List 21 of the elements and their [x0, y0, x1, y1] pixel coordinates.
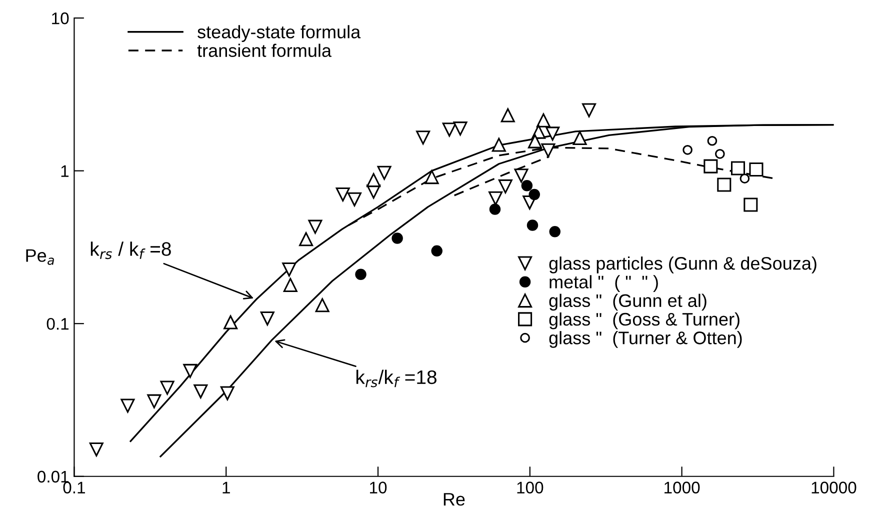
legend-label: glass " (Goss & Turner)	[549, 312, 740, 330]
legend-label: metal " ( " " )	[550, 275, 658, 292]
y-tick-label: 0.1	[46, 318, 69, 330]
x-tick-label: 10000	[812, 482, 856, 494]
annotation: k$_{rs}$/k$_{f}$ =18	[356, 370, 436, 388]
annotation: k$_{rs}$ / k$_{f}$ =8	[90, 242, 171, 260]
x-tick-label: 10	[370, 482, 387, 494]
legend-label: transient formula	[197, 44, 332, 58]
legend-label: glass particles (Gunn & deSouza)	[549, 256, 816, 274]
legend-label: steady-state formula	[198, 25, 361, 42]
x-axis-title: Re	[444, 493, 465, 506]
y-tick-label: 0.01	[38, 470, 69, 483]
x-tick-label: 0.1	[63, 482, 85, 494]
x-tick-label: 1000	[664, 482, 700, 494]
y-tick-label: 1	[61, 165, 69, 177]
legend-label: glass " (Turner & Otten)	[549, 331, 742, 348]
y-axis-title: Pe$_{a}$	[26, 249, 54, 265]
x-tick-label: 1	[222, 482, 230, 494]
y-tick-label: 10	[52, 12, 69, 24]
x-tick-label: 100	[517, 482, 544, 494]
legend-label: glass " (Gunn et al)	[549, 294, 706, 311]
